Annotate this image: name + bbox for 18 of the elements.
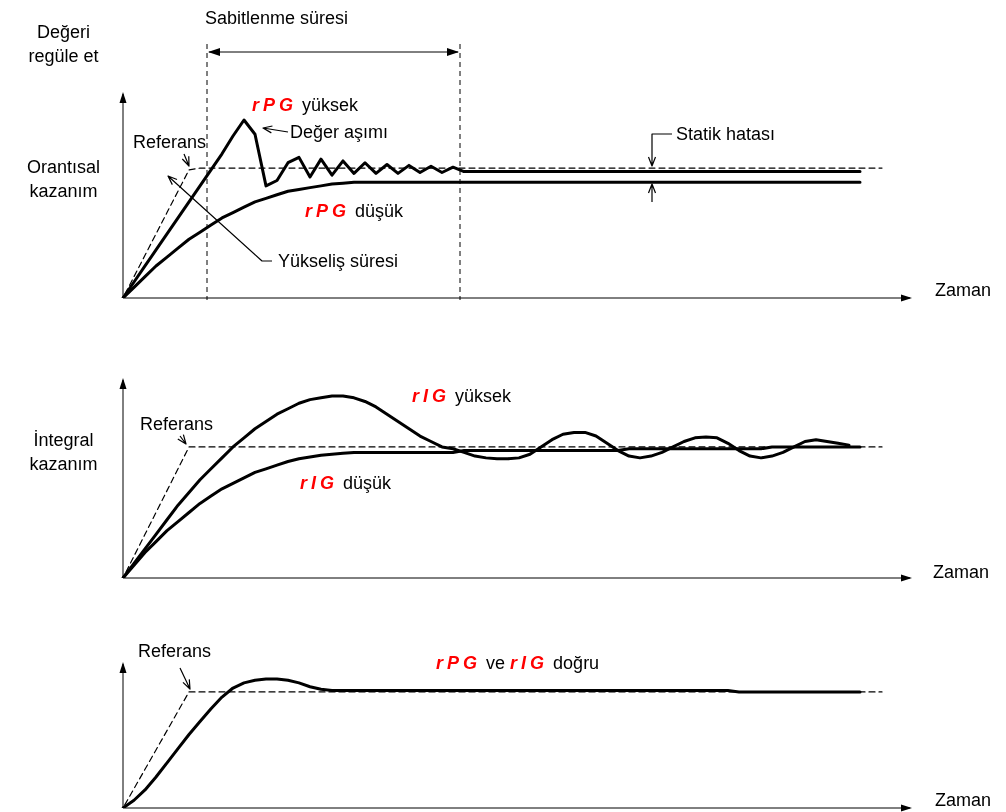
text: Sabitlenme süresi [205, 7, 349, 30]
x-axis-title: Zaman [935, 789, 992, 812]
series-label: Referans [140, 413, 214, 436]
annotation: Yükseliş süresi [278, 250, 399, 273]
x-axis-title: Zaman [935, 279, 992, 302]
annotation: Statik hatası [676, 123, 776, 146]
series-label: rPG ve rIG doğru [436, 652, 600, 675]
series-label: rPG düşük [305, 200, 404, 223]
series-label: rIG yüksek [412, 385, 512, 408]
text: Orantısal kazanım [26, 156, 101, 203]
text: İntegral kazanım [28, 429, 99, 476]
series-label: Referans [138, 640, 212, 663]
series-label: rIG düşük [300, 472, 392, 495]
annotation: Değer aşımı [290, 121, 389, 144]
x-axis-title: Zaman [933, 561, 990, 584]
series-label: Referans [133, 131, 207, 154]
series-label: rPG yüksek [252, 94, 359, 117]
y-axis-title: Değeri regüle et [27, 21, 100, 68]
